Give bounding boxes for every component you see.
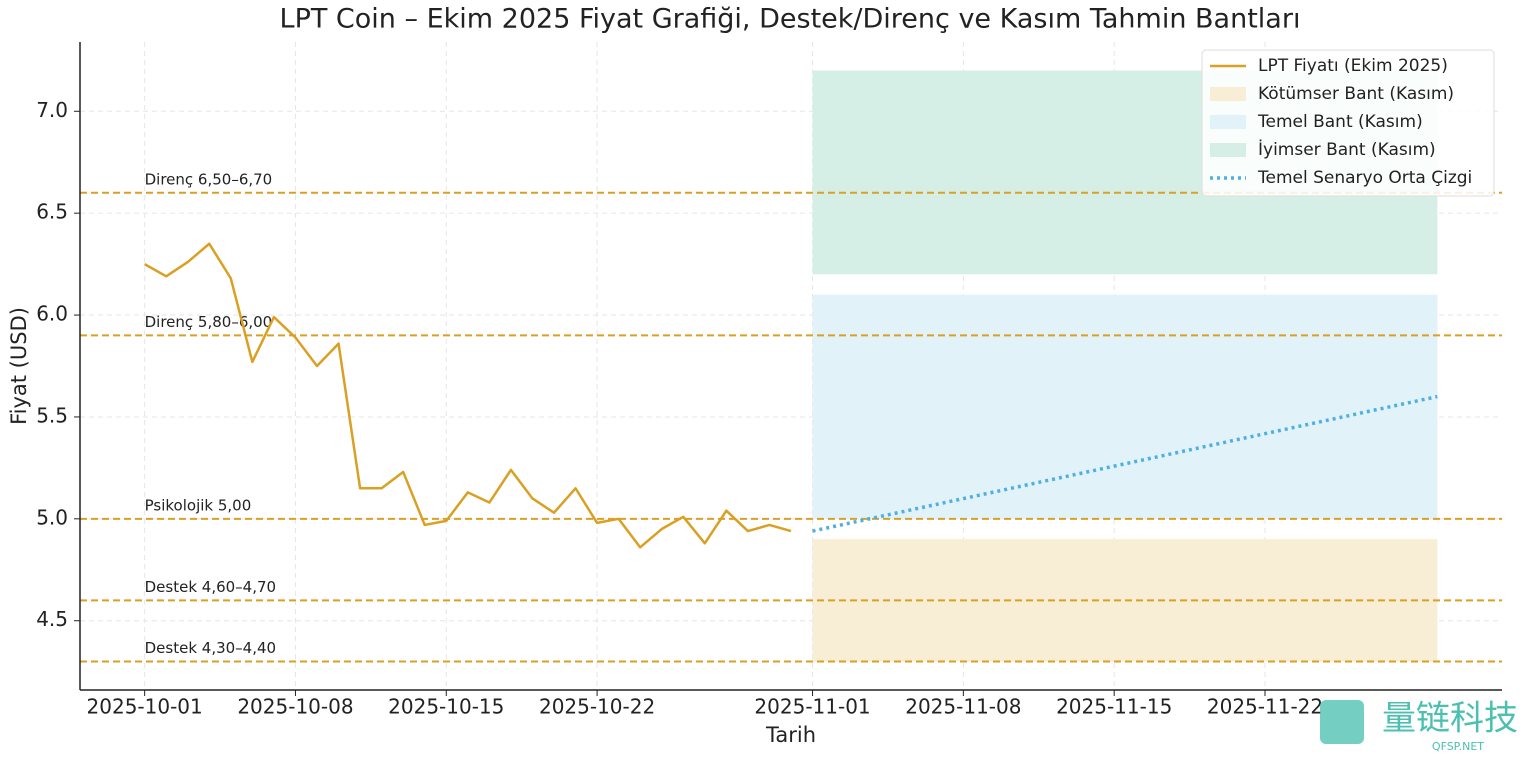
x-tick-label: 2025-11-08 [905, 695, 1021, 719]
x-tick-label: 2025-10-22 [539, 695, 655, 719]
legend-label: LPT Fiyatı (Ekim 2025) [1258, 56, 1448, 76]
y-tick-label: 4.5 [36, 607, 68, 631]
y-tick-label: 6.0 [36, 302, 68, 326]
level-label: Destek 4,30–4,40 [145, 639, 276, 657]
x-tick-label: 2025-10-01 [87, 695, 203, 719]
level-label: Psikolojik 5,00 [145, 496, 252, 514]
x-tick-label: 2025-11-15 [1056, 695, 1172, 719]
price-line [144, 242, 792, 549]
legend-label: Temel Bant (Kasım) [1257, 112, 1423, 132]
level-label: Destek 4,60–4,70 [145, 578, 276, 596]
y-tick-label: 5.5 [36, 403, 68, 427]
x-axis-label: Tarih [765, 723, 816, 747]
chart-title: LPT Coin – Ekim 2025 Fiyat Grafiği, Dest… [280, 4, 1301, 35]
watermark-icon [1320, 700, 1364, 744]
legend-label: Kötümser Bant (Kasım) [1258, 84, 1454, 104]
level-label: Direnç 6,50–6,70 [145, 170, 273, 188]
level-label: Direnç 5,80–6,00 [145, 313, 273, 331]
legend-swatch [1210, 87, 1246, 101]
x-tick-label: 2025-11-22 [1207, 695, 1323, 719]
legend-label: İyimser Bant (Kasım) [1258, 139, 1436, 160]
legend-swatch [1210, 115, 1246, 129]
forecast-band [812, 294, 1438, 519]
watermark: 量链科技 QFSP.NET [1320, 699, 1518, 753]
x-tick-label: 2025-10-08 [237, 695, 353, 719]
y-axis-label: Fiyat (USD) [7, 307, 31, 425]
forecast-line [812, 394, 1438, 533]
watermark-url: QFSP.NET [1432, 740, 1484, 753]
y-tick-label: 5.0 [36, 505, 68, 529]
legend-box [1201, 49, 1495, 197]
legend-label: Temel Senaryo Orta Çizgi [1257, 168, 1472, 188]
x-tick-label: 2025-11-01 [754, 695, 870, 719]
y-tick-label: 7.0 [36, 98, 68, 122]
legend-swatch [1210, 143, 1246, 157]
watermark-text: 量链科技 [1382, 699, 1518, 739]
y-tick-label: 6.5 [36, 200, 68, 224]
x-tick-label: 2025-10-15 [388, 695, 504, 719]
